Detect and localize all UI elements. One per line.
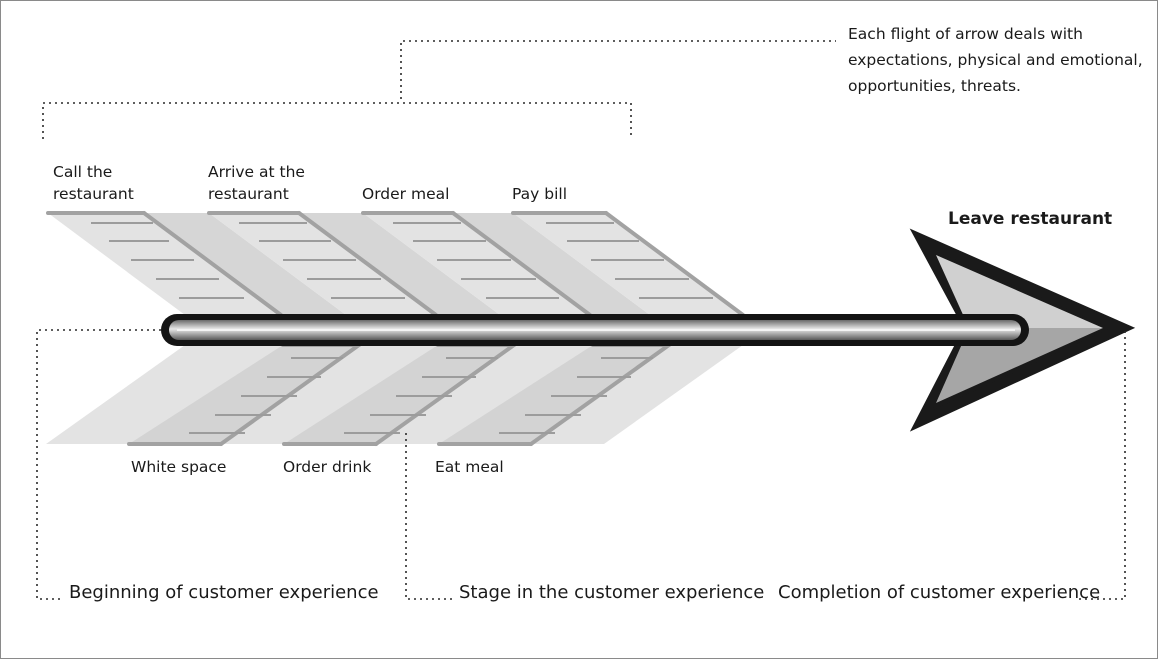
flight-note-line-2: expectations, physical and emotional, (848, 51, 1143, 69)
arrow-shaft (161, 314, 1029, 346)
stage-arrive-line-1: Arrive at the (208, 163, 305, 181)
dotted-guides (36, 40, 1126, 600)
stage-order-drink: Order drink (283, 458, 372, 476)
top-fletching (46, 211, 745, 317)
caption-completion: Completion of customer experience (778, 582, 1101, 603)
stage-eat-meal: Eat meal (435, 458, 504, 476)
stage-pay-bill: Pay bill (512, 185, 568, 203)
stage-call-line-2: restaurant (53, 185, 134, 203)
stage-leave-restaurant: Leave restaurant (948, 209, 1113, 229)
stage-arrive-line-2: restaurant (208, 185, 289, 203)
caption-stage: Stage in the customer experience (459, 582, 765, 603)
stage-order-meal: Order meal (362, 185, 450, 203)
stage-call-line-1: Call the (53, 163, 113, 181)
bottom-fletching (46, 343, 743, 446)
caption-beginning: Beginning of customer experience (69, 582, 379, 603)
stage-white-space: White space (131, 458, 227, 476)
flight-note-line-3: opportunities, threats. (848, 77, 1021, 95)
flight-note-line-1: Each flight of arrow deals with (848, 25, 1083, 43)
